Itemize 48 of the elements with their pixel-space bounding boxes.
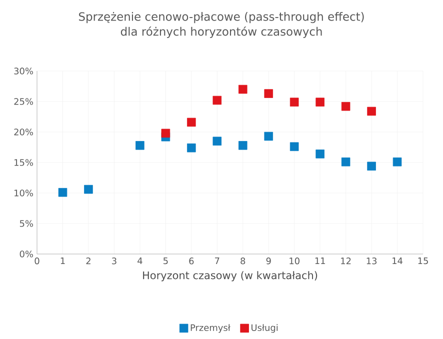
point (161, 128, 170, 138)
point (238, 141, 248, 150)
point (341, 102, 350, 111)
x-tick-label: 0 (34, 258, 40, 264)
x-tick-label: 2 (86, 258, 90, 264)
x-axis-title: Horyzont czasowy (w kwartałach) (143, 271, 318, 282)
legend-label: Usługi (252, 324, 278, 333)
point (187, 143, 196, 152)
x-tick-label: 11 (315, 258, 325, 264)
y-tick-label: 15% (14, 159, 33, 166)
x-tick-label: 7 (215, 258, 220, 264)
point (316, 150, 324, 158)
point (58, 188, 68, 197)
x-tick-label: 9 (266, 258, 271, 264)
point (187, 118, 196, 127)
point (212, 96, 222, 105)
x-tick-label: 5 (164, 258, 168, 264)
x-tick-label: 14 (392, 258, 402, 264)
x-tick-label: 4 (138, 258, 142, 264)
x-tick-label: 8 (240, 258, 246, 264)
point (84, 184, 93, 194)
point (136, 141, 144, 150)
y-tick-label: 30% (14, 68, 33, 74)
x-tick-label: 15 (418, 258, 428, 264)
x-tick-label: 6 (189, 258, 194, 264)
point (290, 98, 299, 106)
x-tick-label: 13 (366, 258, 377, 264)
point (316, 98, 324, 106)
x-tick-label: 3 (112, 258, 116, 264)
y-tick-label: 20% (14, 128, 33, 136)
point (392, 158, 402, 166)
y-tick-label: 0% (20, 250, 33, 258)
y-tick-label: 10% (14, 190, 33, 196)
point (367, 162, 376, 171)
point (341, 158, 350, 166)
y-tick-label: 5% (20, 220, 33, 227)
point (264, 132, 273, 141)
point (238, 84, 248, 94)
point (367, 106, 376, 116)
chart-title: Sprzężenie cenowo-płacowe (pass-through effect) dla różnych horyzontów czasowych (78, 12, 364, 38)
point (212, 136, 222, 146)
point (290, 142, 299, 152)
point (264, 89, 273, 98)
legend-label: Przemysł (190, 324, 230, 333)
y-tick-label: 25% (14, 98, 33, 105)
x-tick-label: 10 (290, 258, 300, 264)
x-tick-label: 12 (341, 258, 351, 264)
x-tick-label: 1 (60, 258, 65, 264)
